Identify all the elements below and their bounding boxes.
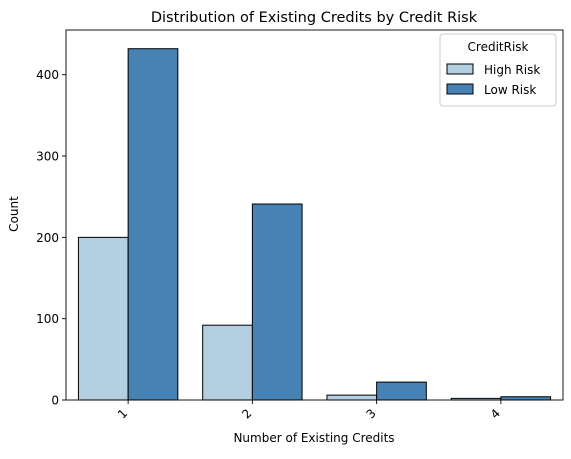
chart-title: Distribution of Existing Credits by Cred… [151, 10, 478, 26]
x-tick-label: 4 [488, 406, 503, 421]
legend: CreditRisk High Risk Low Risk [439, 33, 557, 107]
bar-low-risk-4 [500, 396, 552, 401]
legend-swatch [446, 63, 474, 75]
bar-high-risk-1 [77, 236, 129, 401]
legend-title: CreditRisk [468, 40, 529, 54]
y-tick-label: 0 [51, 394, 59, 408]
plot-area: 0 100 200 300 400 1 2 3 4 [36, 29, 564, 422]
bar-high-risk-2 [202, 324, 253, 401]
plot-frame [65, 29, 564, 401]
x-tick-label: 2 [239, 406, 254, 421]
bar-high-risk-3 [326, 394, 378, 401]
legend-swatch [446, 83, 474, 95]
y-tick-label: 400 [36, 68, 59, 82]
y-axis-label: Count [7, 196, 21, 232]
y-tick-label: 300 [36, 150, 59, 164]
y-tick-label: 100 [36, 312, 59, 326]
x-axis-label: Number of Existing Credits [233, 431, 394, 445]
legend-label: Low Risk [484, 83, 536, 97]
x-tick-label: 1 [115, 406, 130, 421]
x-tick-label: 3 [363, 406, 378, 421]
bar-low-risk-1 [127, 48, 179, 401]
y-tick-label: 200 [36, 231, 59, 245]
bar-low-risk-3 [376, 381, 427, 401]
bar-low-risk-2 [251, 203, 303, 401]
legend-label: High Risk [484, 63, 540, 77]
